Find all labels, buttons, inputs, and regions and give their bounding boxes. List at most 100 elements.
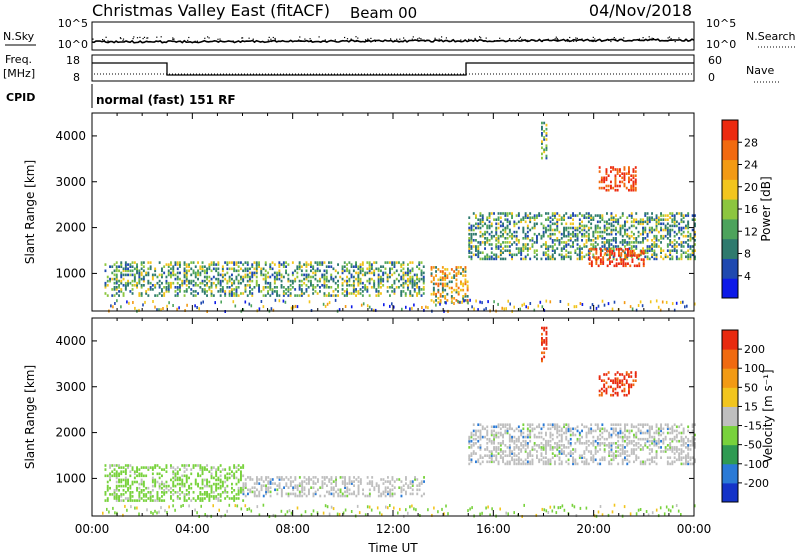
data-cell (375, 288, 378, 291)
data-cell (138, 273, 141, 277)
data-cell (147, 281, 150, 285)
data-cell (506, 429, 509, 433)
noise-left-tick-high: 10^5 (58, 17, 88, 30)
data-cell (475, 232, 477, 236)
data-cell (639, 462, 642, 466)
data-cell (106, 279, 109, 283)
data-cell (466, 295, 469, 298)
data-cell (154, 484, 157, 488)
data-cell (199, 486, 202, 490)
data-cell (651, 425, 653, 429)
data-cell (551, 509, 554, 513)
data-cell (538, 214, 541, 217)
data-cell (631, 260, 634, 263)
data-cell (147, 294, 150, 297)
data-cell (599, 448, 602, 451)
noise-search-point (397, 40, 399, 42)
data-cell (185, 273, 188, 277)
data-cell (145, 290, 148, 293)
data-cell (328, 279, 330, 283)
data-cell (145, 292, 148, 295)
data-cell (285, 265, 287, 268)
data-cell (479, 212, 482, 215)
data-cell (140, 491, 143, 494)
data-cell (210, 284, 213, 287)
data-cell (504, 257, 507, 261)
data-cell (675, 232, 678, 236)
data-cell (490, 433, 493, 437)
data-cell (543, 326, 546, 330)
data-cell (687, 253, 690, 257)
data-cell (413, 279, 416, 283)
data-cell (585, 212, 588, 215)
data-cell (212, 491, 215, 494)
data-cell (687, 249, 690, 252)
data-cell (606, 226, 608, 230)
data-cell (294, 484, 297, 487)
data-cell (221, 484, 224, 488)
data-cell (338, 512, 341, 516)
noise-search-point (187, 39, 189, 41)
data-cell (526, 237, 529, 240)
data-cell (590, 248, 593, 251)
data-cell (183, 290, 186, 293)
data-cell (450, 280, 453, 284)
data-cell (361, 281, 364, 285)
data-cell (251, 271, 254, 275)
data-cell (258, 492, 261, 496)
data-cell (587, 239, 590, 242)
data-cell (287, 294, 290, 297)
data-cell (219, 484, 222, 488)
data-cell (587, 444, 590, 447)
data-cell (687, 245, 690, 248)
data-cell (673, 456, 676, 459)
data-cell (468, 232, 471, 236)
data-cell (415, 508, 417, 512)
data-cell (380, 269, 382, 273)
data-cell (188, 286, 190, 289)
noise-search-point (581, 38, 583, 40)
data-cell (248, 507, 251, 511)
data-cell (477, 446, 480, 449)
data-cell (450, 290, 453, 294)
data-cell (472, 239, 475, 242)
data-cell (298, 482, 301, 485)
data-cell (308, 488, 310, 492)
data-cell (484, 243, 486, 246)
data-cell (669, 509, 672, 513)
data-cell (635, 241, 638, 244)
data-cell (172, 489, 175, 492)
data-cell (520, 251, 523, 254)
data-cell (558, 462, 561, 466)
data-cell (124, 482, 127, 486)
data-cell (569, 450, 572, 453)
data-cell (612, 389, 615, 393)
data-cell (267, 290, 269, 293)
data-cell (413, 281, 416, 285)
data-cell (599, 248, 602, 251)
data-cell (565, 454, 568, 457)
data-cell (273, 281, 276, 285)
data-cell (633, 252, 636, 255)
data-cell (597, 304, 600, 308)
data-cell (180, 504, 182, 508)
data-cell (118, 284, 120, 287)
data-cell (596, 442, 599, 445)
data-cell (210, 294, 213, 297)
data-cell (616, 168, 619, 171)
data-cell (612, 454, 615, 457)
data-cell (249, 292, 251, 295)
data-cell (628, 375, 630, 378)
data-cell (391, 484, 394, 487)
data-cell (267, 286, 269, 289)
data-cell (341, 288, 344, 291)
data-cell (504, 462, 507, 466)
data-cell (630, 442, 633, 445)
data-cell (158, 261, 161, 264)
data-cell (179, 271, 181, 275)
data-cell (267, 281, 269, 285)
data-cell (694, 433, 696, 437)
data-cell (400, 486, 403, 489)
data-cell (486, 216, 489, 219)
velocity-x-ticks: 00:00 04:00 08:00 12:00 16:00 20:00 00:00 (75, 318, 711, 536)
